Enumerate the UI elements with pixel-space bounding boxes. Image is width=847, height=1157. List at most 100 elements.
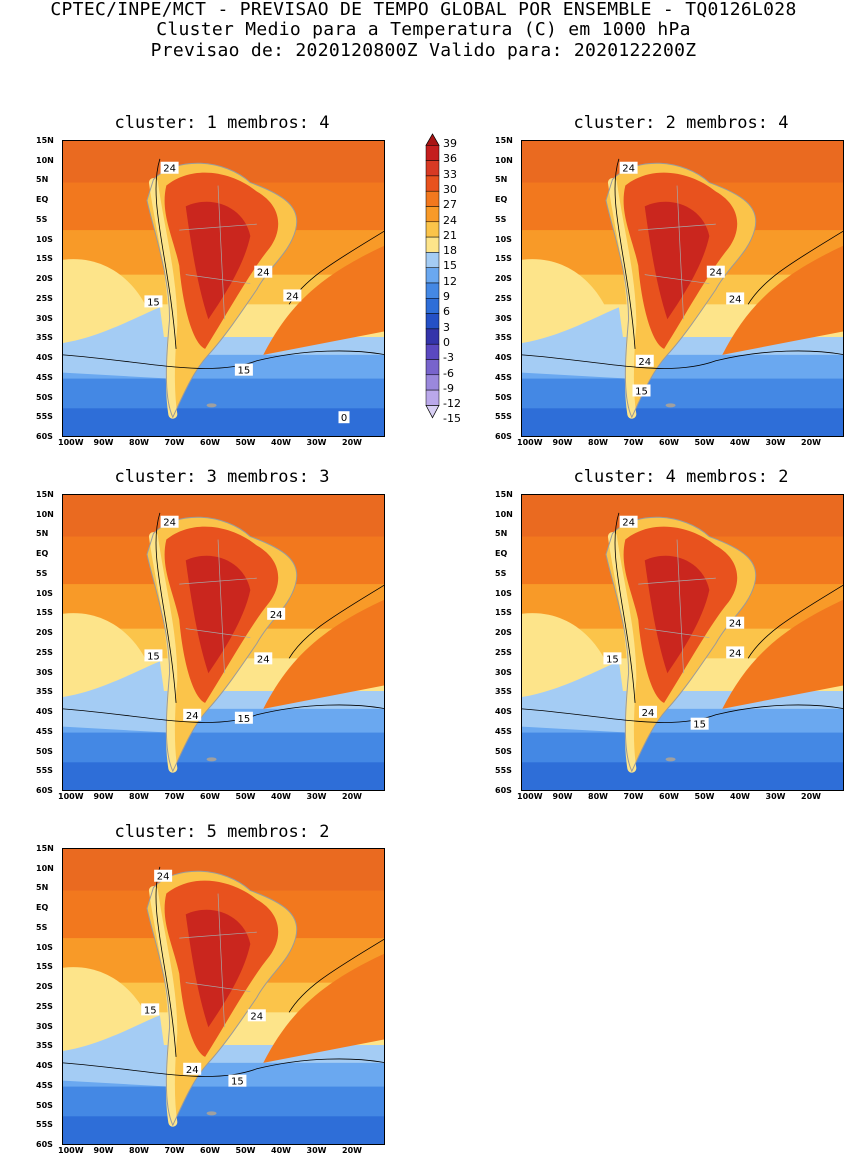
map-panel: 24 24 24 24 15 <box>521 140 844 437</box>
contour-label-text: 24 <box>163 518 176 529</box>
lat-tick-label: 40S <box>495 707 512 717</box>
contour-label-text: 0 <box>341 413 347 424</box>
contour-24-east <box>747 230 843 305</box>
lat-tick-label: EQ <box>36 903 49 913</box>
contour-label: 0 <box>338 411 350 424</box>
lat-tick-label: 15N <box>36 136 54 145</box>
hottest-core <box>185 555 251 674</box>
lat-tick-label: 30S <box>495 313 512 323</box>
contour-label: 15 <box>690 717 709 731</box>
lat-tick-label: 5S <box>36 568 48 578</box>
colorbar-label: 15 <box>443 259 457 273</box>
lon-tick-label: 70W <box>164 792 185 801</box>
lat-tick-label: 35S <box>495 687 512 697</box>
colorbar-label: 33 <box>443 167 457 181</box>
lat-tick-label: 55S <box>495 412 512 422</box>
colorbar-label: -12 <box>443 397 461 411</box>
colorbar-swatch <box>425 267 440 284</box>
colorbar-swatch <box>425 221 440 238</box>
lon-tick-label: 80W <box>129 438 149 447</box>
lat-tick-label: 30S <box>36 1021 53 1031</box>
header-dates: Previsao de: 2020120800Z Valido para: 20… <box>150 40 697 61</box>
lat-tick-label: 25S <box>495 293 512 303</box>
lat-tick-label: 10N <box>36 509 54 519</box>
colorbar-label: 39 <box>443 137 457 150</box>
lat-tick-label: 10S <box>495 588 512 598</box>
contour-label-text: 24 <box>163 164 176 175</box>
contour-label-text: 24 <box>257 268 270 279</box>
lat-tick-label: 50S <box>36 746 53 756</box>
contour-label: 24 <box>154 869 173 883</box>
colorbar-swatch <box>425 313 440 330</box>
contour-24-west <box>155 158 177 349</box>
lat-tick-label: 10N <box>495 509 513 519</box>
andes-strip <box>148 532 178 773</box>
lat-tick-label: 15N <box>36 844 54 853</box>
contour-24-west <box>614 158 636 349</box>
colorbar-label: 30 <box>443 182 457 196</box>
country-borders <box>179 893 257 1028</box>
lon-tick-label: 20W <box>801 438 821 447</box>
contour-label: 24 <box>160 515 179 529</box>
warm-ocean-tongue <box>722 599 843 709</box>
lon-tick-label: 30W <box>306 438 327 447</box>
lat-tick-label: 15S <box>36 962 53 972</box>
contour-label: 24 <box>619 161 638 175</box>
contour-label: 24 <box>638 705 657 719</box>
contour-label: 24 <box>267 607 286 621</box>
lat-tick-label: 5N <box>36 529 49 539</box>
lon-tick-label: 80W <box>129 792 149 801</box>
contour-label: 15 <box>234 711 253 725</box>
hottest-core <box>185 909 251 1028</box>
contour-label: 24 <box>254 265 273 279</box>
contour-label-text: 24 <box>186 1065 199 1076</box>
lon-tick-label: 50W <box>235 1146 256 1155</box>
lat-tick-label: 15S <box>36 254 53 264</box>
lon-tick-label: 80W <box>588 792 608 801</box>
falklands <box>206 757 217 762</box>
lat-tick-label: 10S <box>36 588 53 598</box>
contour-label: 15 <box>603 652 622 665</box>
colorbar-swatch <box>425 282 440 299</box>
contour-label-text: 24 <box>250 1011 263 1022</box>
country-borders <box>638 539 716 674</box>
lon-tick-label: 90W <box>552 438 573 447</box>
contour-label-text: 24 <box>157 872 170 883</box>
map-panel: 24 24 15 24 15 <box>62 848 385 1145</box>
lat-tick-label: 45S <box>495 726 512 736</box>
contour-label-text: 24 <box>622 164 635 175</box>
lat-tick-label: 20S <box>495 274 512 284</box>
lon-tick-label: 100W <box>517 438 543 447</box>
warm-ocean-tongue <box>722 245 843 355</box>
colorbar-label: -6 <box>443 366 454 380</box>
contour-label: 24 <box>254 652 273 665</box>
contour-15 <box>522 350 843 369</box>
lon-tick-label: 50W <box>235 792 256 801</box>
lon-tick-label: 30W <box>765 792 786 801</box>
colorbar-label: 6 <box>443 305 450 319</box>
contour-24-west <box>614 512 636 703</box>
hottest-core <box>644 201 710 320</box>
lon-tick-label: 90W <box>93 438 114 447</box>
lat-tick-label: 35S <box>495 333 512 343</box>
colorbar-label: 3 <box>443 320 450 334</box>
lat-tick-label: 15N <box>36 490 54 499</box>
lon-tick-label: 70W <box>623 438 644 447</box>
lat-tick-label: 10N <box>36 863 54 873</box>
warm-ocean-tongue <box>263 599 384 709</box>
colorbar-label: 0 <box>443 335 450 349</box>
country-borders <box>179 185 257 320</box>
lat-tick-label: 40S <box>36 707 53 717</box>
lat-tick-label: 55S <box>36 412 53 422</box>
lon-tick-label: 40W <box>271 438 291 447</box>
contour-label-text: 24 <box>642 708 655 719</box>
falklands <box>665 403 676 408</box>
country-borders <box>179 539 257 674</box>
lat-tick-label: 40S <box>36 1061 53 1071</box>
lat-tick-label: 5N <box>495 175 508 185</box>
lat-tick-label: 60S <box>495 432 512 441</box>
contour-label-text: 15 <box>144 1005 157 1016</box>
lon-tick-label: 100W <box>58 792 84 801</box>
contour-label-text: 15 <box>635 386 648 397</box>
andes-strip <box>148 886 178 1127</box>
